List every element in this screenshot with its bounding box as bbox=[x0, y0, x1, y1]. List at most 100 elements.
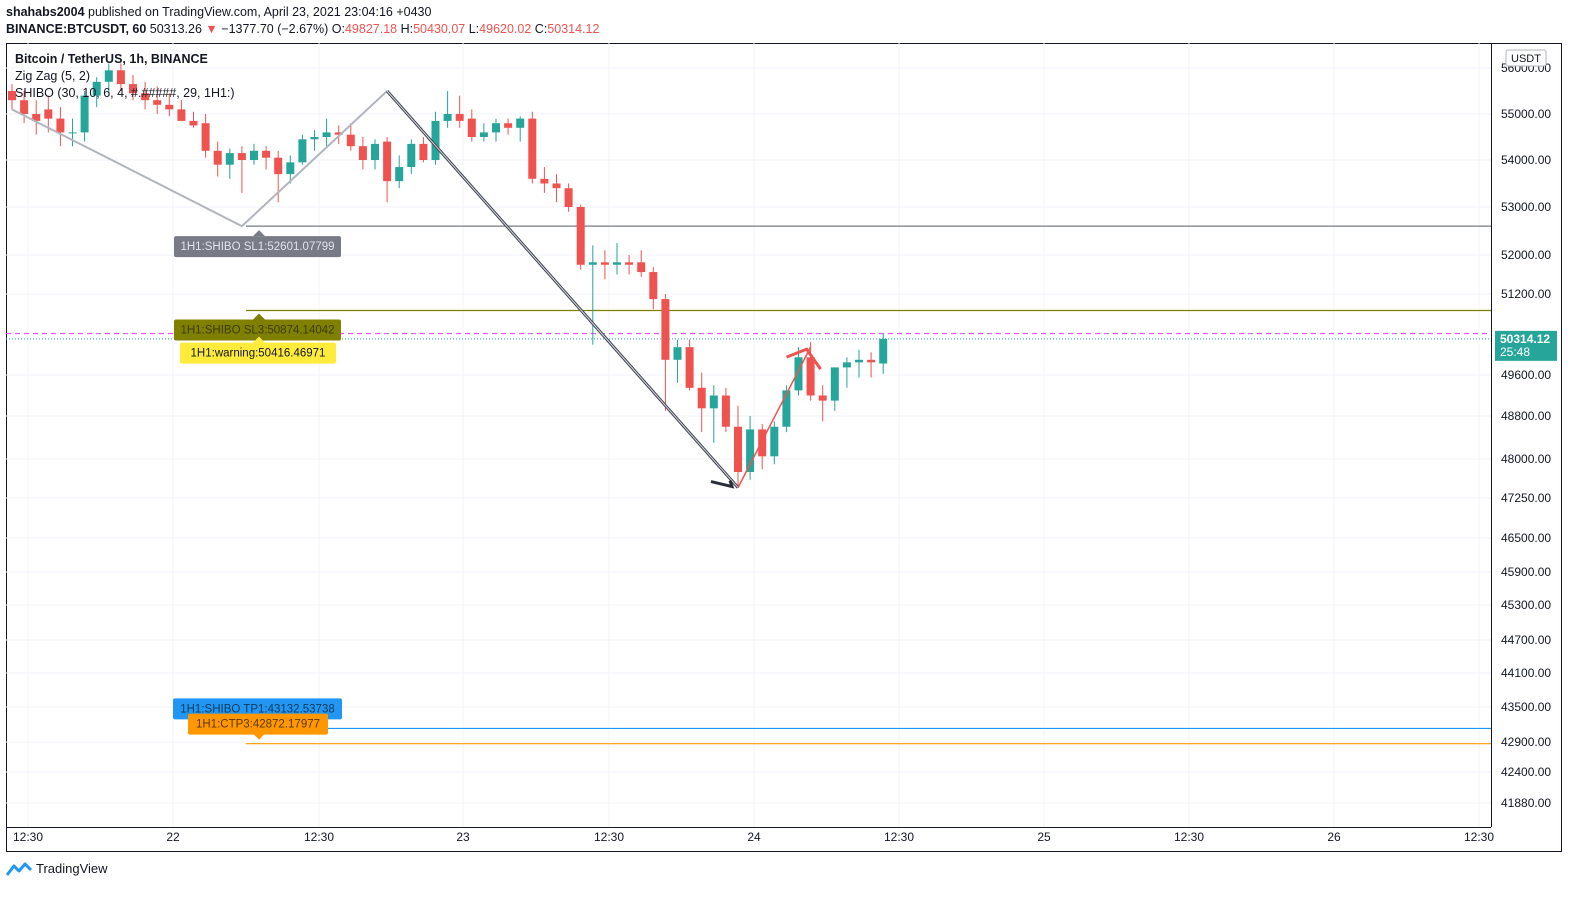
candle-body bbox=[250, 150, 258, 160]
candle-body bbox=[8, 91, 16, 101]
candle-body bbox=[177, 109, 186, 121]
candle-body bbox=[274, 157, 283, 175]
y-tick-label: 52000.00 bbox=[1501, 248, 1551, 262]
candle-body bbox=[625, 262, 634, 265]
y-tick-label: 48000.00 bbox=[1501, 452, 1551, 466]
open-value: 49827.18 bbox=[344, 22, 398, 36]
candle-body bbox=[613, 262, 621, 265]
candle-body bbox=[213, 150, 222, 165]
candle-body bbox=[129, 84, 137, 94]
x-tick-label: 12:30 bbox=[1174, 830, 1204, 844]
y-tick-label: 49600.00 bbox=[1501, 368, 1551, 382]
level-label-text: 1H1:warning:50416.46971 bbox=[191, 348, 326, 360]
y-tick-label: 48800.00 bbox=[1501, 409, 1551, 423]
level-label-pointer bbox=[253, 230, 265, 237]
y-tick-label: 43500.00 bbox=[1501, 700, 1551, 714]
candle-body bbox=[770, 426, 779, 457]
candle-body bbox=[346, 134, 355, 147]
candle-body bbox=[637, 262, 646, 273]
level-label-pointer bbox=[253, 336, 265, 343]
candle-body bbox=[528, 118, 537, 179]
last-price-tag bbox=[1495, 330, 1557, 361]
candle-body bbox=[492, 123, 500, 133]
y-tick-label: 44700.00 bbox=[1501, 633, 1551, 647]
candle-body bbox=[310, 137, 319, 140]
candle-body bbox=[552, 183, 561, 189]
x-tick-label: 12:30 bbox=[884, 830, 914, 844]
level-label-box bbox=[174, 236, 341, 258]
candle-body bbox=[734, 426, 742, 472]
candle-body bbox=[830, 367, 839, 401]
level-label-pointer bbox=[253, 733, 265, 740]
low-value: 49620.02 bbox=[479, 22, 532, 36]
chart-title[interactable]: Bitcoin / TetherUS, 1h, BINANCE bbox=[15, 52, 208, 66]
level-label-pointer bbox=[253, 313, 265, 320]
indicator-zigzag[interactable]: Zig Zag (5, 2) bbox=[15, 69, 91, 83]
indicator-shibo[interactable]: SHIBO (30, 10, 6, 4, #.#####, 29, 1H1:) bbox=[15, 86, 235, 100]
y-tick-label: 45300.00 bbox=[1501, 598, 1551, 612]
candle-body bbox=[540, 178, 549, 184]
candle-body bbox=[358, 146, 367, 160]
x-tick-label: 23 bbox=[456, 830, 470, 844]
last-price: 50313.26 bbox=[149, 22, 202, 36]
currency-badge bbox=[1505, 49, 1547, 67]
candle-body bbox=[588, 262, 597, 265]
candle-body bbox=[92, 81, 101, 96]
candle-body bbox=[286, 162, 295, 175]
candle-body bbox=[189, 120, 198, 126]
published-text: published on TradingView.com, April 23, … bbox=[88, 5, 432, 19]
candle-body bbox=[709, 395, 718, 409]
candle-body bbox=[746, 429, 755, 472]
price-chart[interactable]: 56000.0055000.0054000.0053000.0052000.00… bbox=[6, 43, 1562, 852]
pivot-low-marker bbox=[710, 480, 735, 489]
candle-body bbox=[298, 139, 307, 163]
brand-label[interactable]: TradingView bbox=[36, 861, 108, 876]
candle-body bbox=[782, 390, 791, 427]
change-down-icon: ▼ bbox=[205, 22, 218, 36]
author-name[interactable]: shahabs2004 bbox=[6, 5, 85, 19]
open-label: O: bbox=[331, 22, 345, 36]
publish-info: shahabs2004 published on TradingView.com… bbox=[6, 5, 431, 19]
last-price-tag-countdown: 25:48 bbox=[1500, 345, 1530, 359]
y-tick-label: 46500.00 bbox=[1501, 531, 1551, 545]
candle-body bbox=[141, 93, 150, 101]
candle-body bbox=[431, 120, 440, 160]
candle-body bbox=[237, 153, 246, 160]
ohlc-bar: BINANCE:BTCUSDT, 60 50313.26 ▼ −1377.70 … bbox=[6, 22, 599, 36]
candle-body bbox=[56, 118, 65, 133]
x-tick-label: 12:30 bbox=[304, 830, 334, 844]
candle-body bbox=[20, 100, 29, 114]
tradingview-logo-icon bbox=[6, 862, 32, 876]
x-tick-label: 22 bbox=[166, 830, 180, 844]
high-label: H: bbox=[400, 22, 414, 36]
y-tick-label: 54000.00 bbox=[1501, 153, 1551, 167]
candle-body bbox=[467, 118, 476, 137]
candle-body bbox=[806, 357, 815, 396]
symbol-label: BINANCE:BTCUSDT, 60 bbox=[6, 22, 147, 36]
candle-body bbox=[32, 114, 41, 121]
candle-body bbox=[794, 357, 803, 391]
candle-body bbox=[516, 118, 525, 128]
candle-body bbox=[649, 272, 658, 300]
last-price-tag-price: 50314.12 bbox=[1500, 332, 1550, 346]
x-tick-label: 25 bbox=[1037, 830, 1051, 844]
candle-body bbox=[673, 347, 682, 360]
level-label-box bbox=[188, 713, 328, 735]
x-tick-label: 12:30 bbox=[13, 830, 43, 844]
y-tick-label: 55000.00 bbox=[1501, 107, 1551, 121]
candle-body bbox=[564, 188, 573, 207]
chart-frame bbox=[6, 43, 1562, 852]
candle-body bbox=[455, 114, 464, 121]
y-tick-label: 44100.00 bbox=[1501, 666, 1551, 680]
zigzag-line-down-inner bbox=[386, 90, 739, 488]
candle-body bbox=[80, 95, 89, 133]
candle-body bbox=[600, 262, 609, 265]
candle-body bbox=[153, 100, 162, 105]
y-tick-label: 47250.00 bbox=[1501, 491, 1551, 505]
x-tick-label: 12:30 bbox=[594, 830, 624, 844]
y-tick-label: 53000.00 bbox=[1501, 200, 1551, 214]
candle-body bbox=[576, 207, 585, 265]
candle-body bbox=[225, 153, 234, 165]
candle-body bbox=[165, 104, 174, 110]
candle-body bbox=[758, 429, 767, 457]
